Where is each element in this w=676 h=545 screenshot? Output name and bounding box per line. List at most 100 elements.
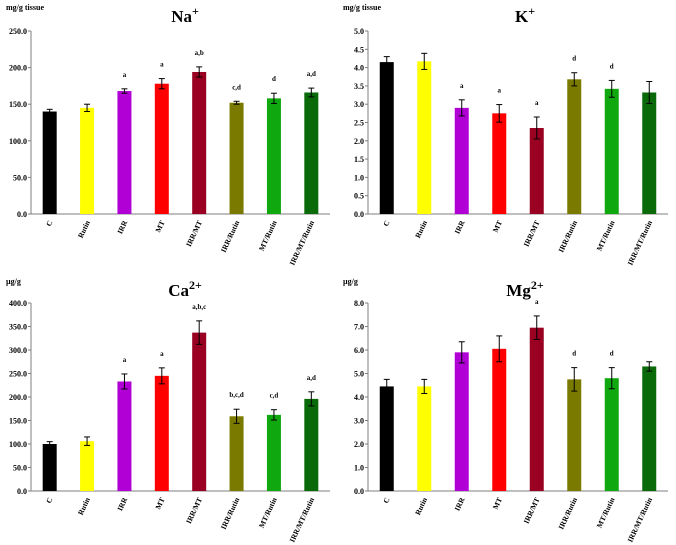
k-ytick-label: 3.0 bbox=[354, 100, 364, 109]
na-significance-label: c,d bbox=[232, 83, 241, 91]
na-significance-label: a,d bbox=[307, 70, 316, 78]
k-category-label: IRR bbox=[453, 219, 467, 236]
ca-significance-label: a bbox=[160, 350, 164, 358]
k-bar bbox=[492, 113, 507, 214]
k-category-label: IRR/Rutin bbox=[556, 218, 579, 254]
ca-bar bbox=[304, 398, 319, 491]
ca-ytick-label: 50.0 bbox=[13, 464, 27, 473]
mg-category-label: MT/Rutin bbox=[595, 495, 617, 529]
na-bar bbox=[229, 102, 244, 214]
mg-ytick-label: 3.0 bbox=[354, 417, 364, 426]
na-category-label: IRR bbox=[115, 219, 129, 236]
na-significance-label: d bbox=[272, 75, 276, 83]
k-title: K+ bbox=[515, 4, 535, 26]
ca-category-label: IRR/MT bbox=[184, 496, 204, 525]
ca-ytick-label: 0.0 bbox=[17, 487, 27, 496]
mg-category-label: IRR/MT bbox=[522, 496, 542, 525]
panel-ca: µg/g Ca2+ 0.0 50.0 100.0 150.0 200.0 250.0 300.0… bbox=[6, 277, 330, 544]
na-category-label: IRR/MT/Rutin bbox=[288, 218, 317, 266]
k-ytick-label: 5.0 bbox=[354, 27, 364, 36]
na-bar bbox=[42, 111, 57, 214]
mg-bar bbox=[642, 366, 657, 491]
k-ytick-label: 2.5 bbox=[354, 119, 364, 128]
ca-ylabel: µg/g bbox=[6, 277, 21, 286]
na-ytick-label: 200.0 bbox=[9, 64, 27, 73]
ca-ytick-label: 250.0 bbox=[9, 370, 27, 379]
ca-category-label: IRR/MT/Rutin bbox=[288, 495, 317, 543]
k-ylabel: mg/g tissue bbox=[343, 3, 381, 12]
panel-mg: µg/g Mg2+ 0.0 1.0 2.0 3.0 4.0 5.0 6.0 7.0 8.0 C Ruti… bbox=[343, 277, 668, 544]
mg-ytick-label: 1.0 bbox=[354, 464, 364, 473]
na-category-label: IRR/MT bbox=[184, 219, 204, 248]
k-category-label: IRR/MT bbox=[522, 219, 542, 248]
ca-bar bbox=[117, 381, 132, 491]
ca-category-label: Rutin bbox=[76, 495, 92, 516]
k-bar bbox=[379, 62, 394, 214]
na-category-label: MT/Rutin bbox=[257, 218, 279, 252]
k-bar bbox=[642, 92, 657, 214]
ca-ytick-label: 200.0 bbox=[9, 393, 27, 402]
ca-category-label: IRR bbox=[115, 496, 129, 513]
mg-ylabel: µg/g bbox=[343, 277, 358, 286]
ca-category-label: MT/Rutin bbox=[257, 495, 279, 529]
ca-ytick-label: 100.0 bbox=[9, 440, 27, 449]
ca-bar bbox=[229, 416, 244, 491]
mg-category-label: MT bbox=[491, 496, 504, 511]
ca-ytick-label: 150.0 bbox=[9, 417, 27, 426]
mg-ytick-label: 2.0 bbox=[354, 440, 364, 449]
na-bar bbox=[304, 92, 319, 214]
mg-bar bbox=[567, 379, 582, 491]
mg-category-label: Rutin bbox=[413, 495, 429, 516]
mg-ytick-label: 4.0 bbox=[354, 393, 364, 402]
panel-k: mg/g tissue K+ 0.0 0.5 1.0 1.5 2.0 2.5 3.0 3.5 4.0… bbox=[343, 3, 668, 267]
mg-category-label: IRR bbox=[453, 496, 467, 513]
k-ytick-label: 4.0 bbox=[354, 64, 364, 73]
k-bar bbox=[529, 127, 544, 214]
na-ytick-label: 100.0 bbox=[9, 137, 27, 146]
mg-bar bbox=[417, 386, 432, 491]
mg-ytick-label: 6.0 bbox=[354, 346, 364, 355]
mg-category-label: C bbox=[381, 496, 391, 505]
na-significance-label: a bbox=[123, 71, 127, 79]
na-ytick-label: 50.0 bbox=[13, 173, 27, 182]
na-significance-label: a bbox=[160, 61, 164, 69]
mg-bar bbox=[604, 378, 619, 491]
na-bar bbox=[117, 91, 132, 214]
mg-significance-label: d bbox=[610, 350, 614, 358]
ca-bar bbox=[80, 441, 95, 491]
k-category-label: MT/Rutin bbox=[595, 218, 617, 252]
ca-ytick-label: 400.0 bbox=[9, 299, 27, 308]
ca-significance-label: a,d bbox=[307, 374, 316, 382]
k-significance-label: d bbox=[572, 55, 576, 63]
na-category-label: C bbox=[44, 219, 54, 228]
k-ytick-label: 2.0 bbox=[354, 137, 364, 146]
mg-ytick-label: 0.0 bbox=[354, 487, 364, 496]
mg-bar bbox=[379, 386, 394, 491]
k-ytick-label: 1.5 bbox=[354, 155, 364, 164]
na-ytick-label: 0.0 bbox=[17, 210, 27, 219]
mg-bar bbox=[454, 352, 469, 491]
mg-ytick-label: 5.0 bbox=[354, 370, 364, 379]
na-ytick-label: 150.0 bbox=[9, 100, 27, 109]
ca-category-label: C bbox=[44, 496, 54, 505]
k-bar bbox=[604, 88, 619, 214]
k-bar bbox=[454, 107, 469, 214]
na-ylabel: mg/g tissue bbox=[6, 3, 44, 12]
na-category-label: Rutin bbox=[76, 218, 92, 239]
mg-category-label: IRR/MT/Rutin bbox=[625, 495, 654, 543]
na-title: Na+ bbox=[171, 4, 199, 26]
ca-bar bbox=[192, 332, 207, 491]
ca-significance-label: a bbox=[123, 356, 127, 364]
ca-significance-label: c,d bbox=[270, 392, 279, 400]
na-bar bbox=[80, 107, 95, 214]
k-ytick-label: 4.5 bbox=[354, 45, 364, 54]
k-significance-label: a bbox=[498, 87, 502, 95]
ca-category-label: MT bbox=[153, 496, 166, 511]
ca-bar bbox=[154, 375, 169, 491]
panel-na: mg/g tissue Na+ 0.0 50.0 100.0 150.0 200.0 250.… bbox=[6, 3, 330, 267]
na-bar bbox=[266, 98, 281, 214]
k-significance-label: a bbox=[535, 99, 539, 107]
mg-title: Mg2+ bbox=[506, 278, 544, 300]
k-ytick-label: 3.5 bbox=[354, 82, 364, 91]
ca-significance-label: a,b,c bbox=[192, 303, 206, 311]
